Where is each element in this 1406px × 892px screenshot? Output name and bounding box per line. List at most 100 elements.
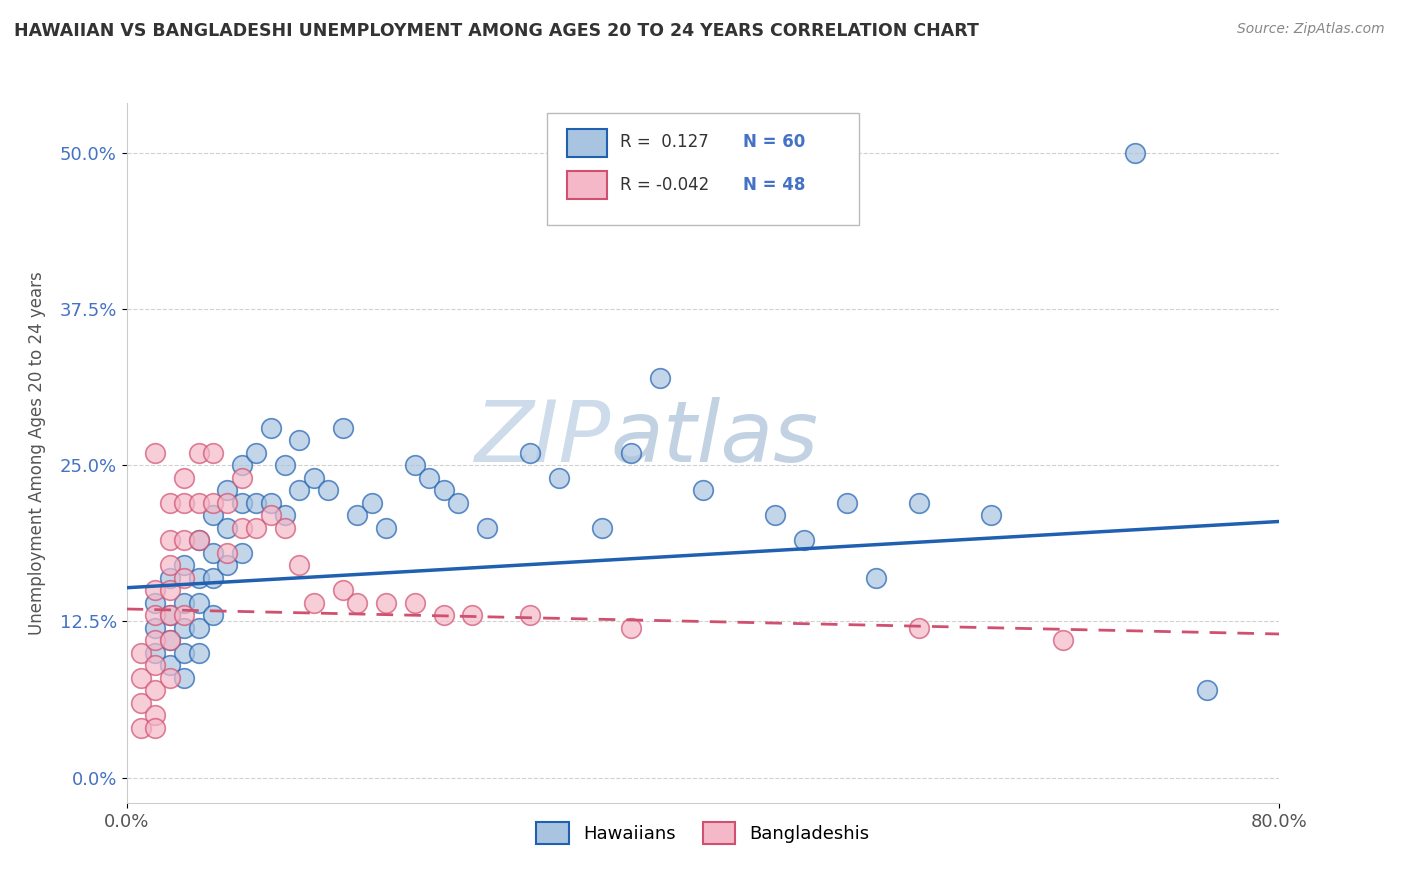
Point <box>173 533 195 548</box>
Point <box>173 496 195 510</box>
Point <box>145 683 166 698</box>
Point <box>274 458 297 473</box>
Point <box>231 458 253 473</box>
Point <box>159 558 181 573</box>
Point <box>159 496 181 510</box>
Point <box>346 596 368 610</box>
Point <box>187 533 209 548</box>
Text: N = 48: N = 48 <box>744 176 806 194</box>
Point <box>202 508 225 523</box>
Point <box>648 370 671 384</box>
Point <box>173 596 195 610</box>
Y-axis label: Unemployment Among Ages 20 to 24 years: Unemployment Among Ages 20 to 24 years <box>28 271 45 634</box>
Point <box>159 583 181 598</box>
Point <box>159 633 181 648</box>
Point <box>173 621 195 635</box>
Point <box>187 571 209 585</box>
Point <box>245 496 267 510</box>
Point <box>159 571 181 585</box>
Point <box>519 446 541 460</box>
Point <box>447 496 470 510</box>
Point <box>259 508 281 523</box>
Point <box>461 608 484 623</box>
Point <box>259 420 281 434</box>
Point <box>145 646 166 660</box>
Point <box>202 608 225 623</box>
Point <box>1197 683 1219 698</box>
Point <box>217 483 239 498</box>
Point <box>245 521 267 535</box>
Point <box>433 608 456 623</box>
Point <box>231 546 253 560</box>
Point <box>202 446 225 460</box>
Point <box>374 521 398 535</box>
Text: atlas: atlas <box>610 397 818 480</box>
Point <box>145 446 166 460</box>
Point <box>418 471 440 485</box>
Point <box>173 646 195 660</box>
Point <box>245 446 267 460</box>
Point <box>159 533 181 548</box>
Point <box>173 571 195 585</box>
Legend: Hawaiians, Bangladeshis: Hawaiians, Bangladeshis <box>527 814 879 854</box>
Point <box>908 496 931 510</box>
Point <box>288 558 311 573</box>
Point <box>404 458 426 473</box>
Point <box>346 508 368 523</box>
Point <box>159 671 181 685</box>
Point <box>187 446 209 460</box>
Point <box>202 571 225 585</box>
Point <box>835 496 858 510</box>
Point <box>145 633 166 648</box>
Point <box>159 608 181 623</box>
Point <box>374 596 398 610</box>
Point <box>274 521 297 535</box>
Point <box>519 608 541 623</box>
Point <box>129 671 152 685</box>
Point <box>288 483 311 498</box>
Point <box>173 558 195 573</box>
Point <box>217 558 239 573</box>
Point <box>145 721 166 735</box>
Point <box>202 546 225 560</box>
Point <box>288 433 311 447</box>
Text: Source: ZipAtlas.com: Source: ZipAtlas.com <box>1237 22 1385 37</box>
Point <box>332 420 354 434</box>
FancyBboxPatch shape <box>567 171 607 199</box>
Point <box>793 533 815 548</box>
Point <box>173 608 195 623</box>
Point <box>231 521 253 535</box>
Point <box>865 571 887 585</box>
Text: R =  0.127: R = 0.127 <box>620 134 709 152</box>
Point <box>187 596 209 610</box>
Point <box>145 621 166 635</box>
Point <box>145 608 166 623</box>
Point <box>159 633 181 648</box>
Point <box>318 483 340 498</box>
Point <box>259 496 281 510</box>
Point <box>908 621 931 635</box>
Point <box>202 496 225 510</box>
Point <box>1125 145 1147 160</box>
Point <box>548 471 571 485</box>
Point <box>302 471 325 485</box>
Text: R = -0.042: R = -0.042 <box>620 176 709 194</box>
Point <box>159 658 181 673</box>
Point <box>187 496 209 510</box>
Point <box>692 483 714 498</box>
Point <box>159 608 181 623</box>
Point <box>129 646 152 660</box>
Point <box>332 583 354 598</box>
Text: ZIP: ZIP <box>474 397 610 480</box>
Point <box>1052 633 1074 648</box>
Point <box>217 496 239 510</box>
Text: N = 60: N = 60 <box>744 134 806 152</box>
Point <box>187 646 209 660</box>
Point <box>145 658 166 673</box>
Point <box>145 583 166 598</box>
Point <box>591 521 613 535</box>
Point <box>173 671 195 685</box>
Point <box>404 596 426 610</box>
Point <box>129 696 152 710</box>
Point <box>187 533 209 548</box>
